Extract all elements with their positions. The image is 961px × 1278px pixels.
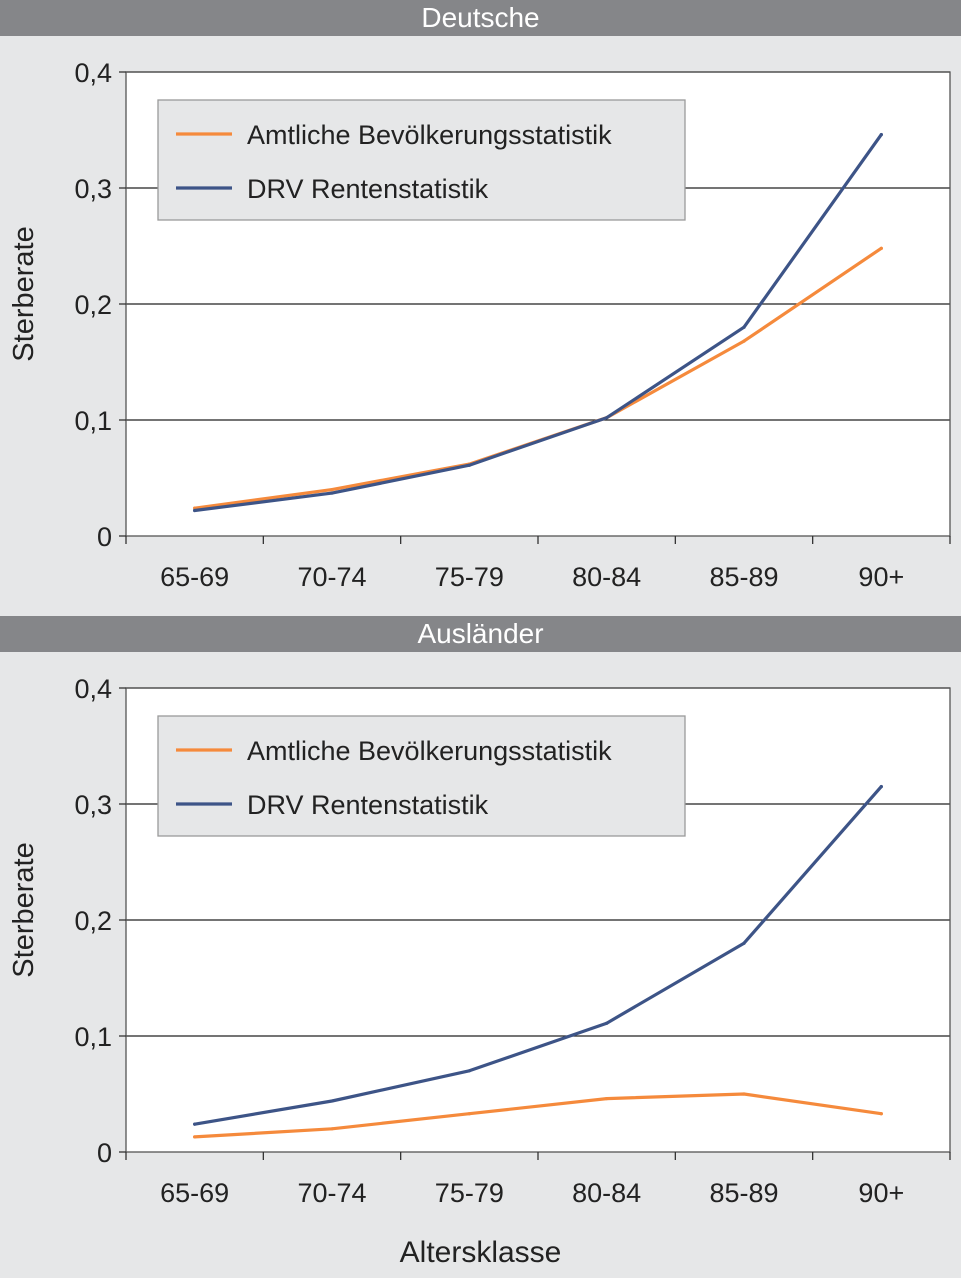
data-point	[605, 1097, 609, 1101]
data-point	[193, 1122, 197, 1126]
x-tick-label: 65-69	[160, 562, 229, 592]
data-point	[742, 1092, 746, 1096]
y-tick-label: 0,4	[74, 674, 112, 704]
legend-label: Amtliche Bevölkerungsstatistik	[247, 736, 612, 766]
legend-label: DRV Rentenstatistik	[247, 174, 489, 204]
y-axis-label: Sterberate	[8, 842, 40, 977]
y-tick-label: 0,1	[74, 406, 112, 436]
y-tick-label: 0	[97, 1138, 112, 1168]
data-point	[330, 491, 334, 495]
legend-box	[157, 715, 686, 837]
data-point	[330, 488, 334, 492]
data-point	[605, 1021, 609, 1025]
chart-deutsche: 0 0,1 0,2 0,3 0,4 65-69 70-74 75-79 80-84 85-89 90…	[8, 58, 951, 592]
data-point	[879, 785, 883, 789]
data-point	[879, 1112, 883, 1116]
data-point	[742, 339, 746, 343]
data-point	[330, 1127, 334, 1131]
data-point	[467, 1112, 471, 1116]
chart-auslaender: 0 0,1 0,2 0,3 0,4 65-69 70-74 75-79 80-84 85-89 90…	[8, 674, 951, 1208]
y-axis-label: Sterberate	[8, 226, 40, 361]
y-tick-label: 0,4	[74, 58, 112, 88]
x-tick-label: 90+	[858, 1178, 904, 1208]
legend: Amtliche Bevölkerungsstatistik DRV Renten…	[157, 715, 686, 837]
x-tick-label: 75-79	[435, 1178, 504, 1208]
data-point	[879, 133, 883, 137]
x-tick-label: 70-74	[297, 562, 366, 592]
data-point	[330, 1099, 334, 1103]
x-tick-label: 90+	[858, 562, 904, 592]
panel-header-deutsche: Deutsche	[0, 0, 961, 36]
x-tick-label: 75-79	[435, 562, 504, 592]
data-point	[467, 463, 471, 467]
y-tick-label: 0,3	[74, 790, 112, 820]
data-point	[193, 508, 197, 513]
data-point	[605, 416, 609, 420]
data-point	[879, 246, 883, 250]
x-tick-label: 70-74	[297, 1178, 366, 1208]
x-tick-label: 85-89	[709, 1178, 778, 1208]
x-axis-label: Altersklasse	[399, 1236, 562, 1269]
y-tick-label: 0,2	[74, 290, 112, 320]
x-tick-label: 80-84	[572, 1178, 641, 1208]
data-point	[742, 325, 746, 329]
data-point	[467, 1069, 471, 1073]
y-tick-label: 0,1	[74, 1022, 112, 1052]
series-line-drv	[193, 785, 883, 1126]
y-tick-label: 0	[97, 522, 112, 552]
data-point	[193, 1135, 197, 1139]
legend-box	[157, 99, 686, 221]
y-tick-label: 0,2	[74, 906, 112, 936]
legend-label: DRV Rentenstatistik	[247, 790, 489, 820]
series-line-amtliche	[193, 1092, 883, 1139]
series-line-drv	[193, 132, 883, 513]
legend-label: Amtliche Bevölkerungsstatistik	[247, 120, 612, 150]
panel-header-auslaender: Ausländer	[0, 616, 961, 652]
data-point	[742, 941, 746, 945]
y-tick-label: 0,3	[74, 174, 112, 204]
x-tick-label: 85-89	[709, 562, 778, 592]
legend: Amtliche Bevölkerungsstatistik DRV Renten…	[157, 99, 686, 221]
x-tick-label: 65-69	[160, 1178, 229, 1208]
x-tick-label: 80-84	[572, 562, 641, 592]
